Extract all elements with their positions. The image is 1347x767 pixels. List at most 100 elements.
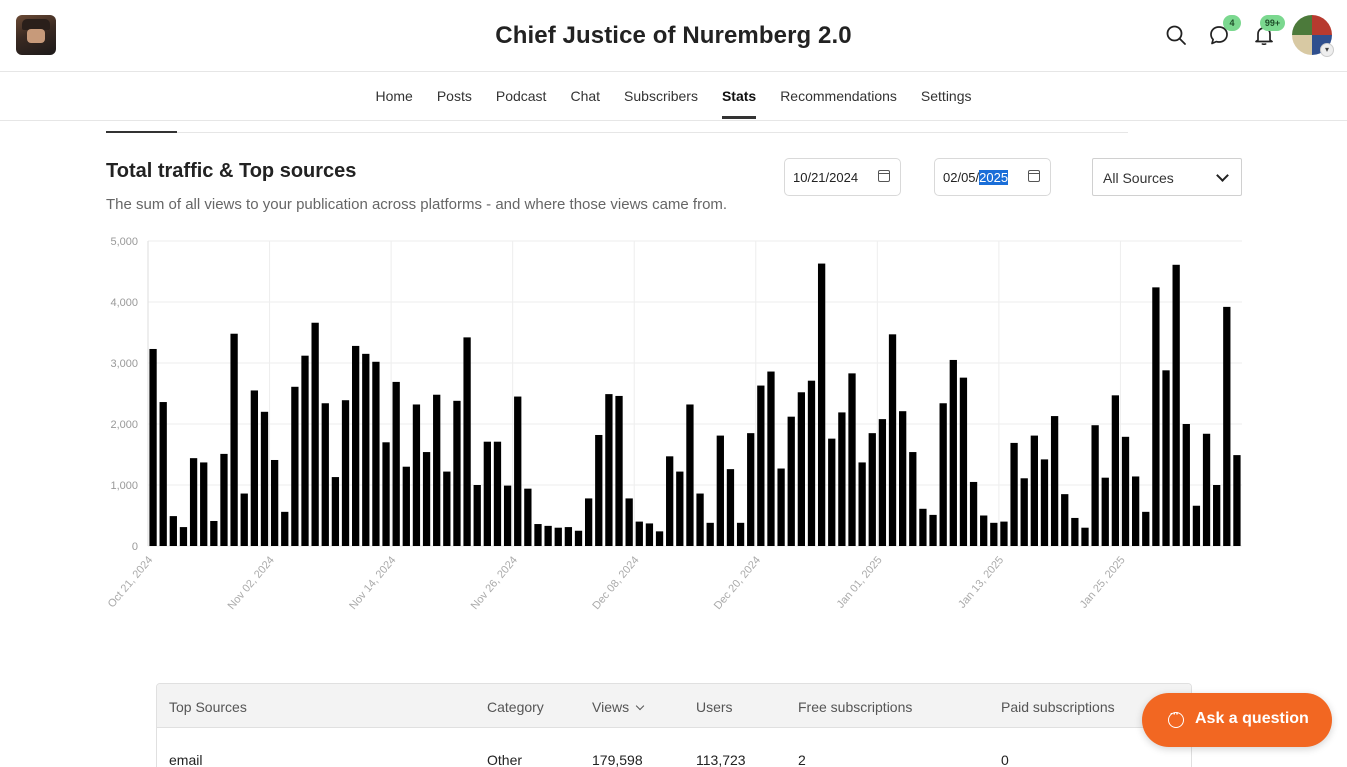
section-subtitle: The sum of all views to your publication… (106, 196, 728, 213)
chart-bar (868, 433, 876, 546)
chart-bar (534, 524, 542, 546)
chart-bar (838, 412, 846, 546)
chart-bar (1040, 459, 1049, 546)
publication-title[interactable]: Chief Justice of Nuremberg 2.0 (495, 22, 852, 49)
chat-icon[interactable] (1208, 24, 1230, 46)
search-icon[interactable] (1165, 24, 1187, 46)
chart-bar (777, 468, 785, 546)
tab-podcast[interactable]: Podcast (495, 88, 547, 104)
subtab-active-indicator (106, 131, 177, 133)
chart-bar (747, 433, 755, 546)
chart-bar (949, 359, 957, 546)
column-header-views[interactable]: Views (592, 699, 645, 715)
x-tick-label: Oct 21, 2024 (106, 554, 156, 610)
tab-chat[interactable]: Chat (570, 88, 601, 104)
chart-bar (1223, 306, 1231, 546)
tab-home[interactable]: Home (375, 88, 413, 104)
chart-bar (352, 345, 360, 546)
main-nav: Home Posts Podcast Chat Subscribers Stats Reco… (0, 72, 1347, 121)
chart-bar (341, 400, 350, 546)
column-header-top-sources[interactable]: Top Sources (169, 699, 247, 715)
calendar-icon[interactable] (878, 170, 890, 182)
chart-bar (544, 525, 552, 546)
chart-bar (422, 452, 431, 546)
chart-bar (240, 493, 248, 546)
cell-views: 179,598 (592, 752, 643, 767)
chart-bar (767, 371, 775, 546)
tab-stats[interactable]: Stats (721, 88, 757, 120)
chart-bar (1152, 287, 1160, 546)
views-header-label: Views (592, 699, 630, 715)
chart-bar (260, 411, 269, 546)
chart-bar (888, 334, 897, 546)
chart-bar (564, 527, 573, 546)
column-header-users[interactable]: Users (696, 699, 733, 715)
chart-bar (443, 471, 451, 546)
calendar-icon[interactable] (1028, 170, 1040, 182)
chevron-down-icon (1216, 169, 1229, 182)
section-title: Total traffic & Top sources (106, 160, 357, 182)
chat-badge: 4 (1223, 15, 1241, 31)
chart-bar (200, 462, 208, 546)
source-filter-select[interactable]: All Sources (1092, 158, 1242, 196)
publication-logo[interactable] (16, 15, 56, 55)
y-tick-label: 2,000 (110, 419, 138, 431)
chart-bar (149, 348, 157, 546)
chart-bar (797, 392, 806, 546)
chart-bar (726, 469, 735, 546)
tab-settings[interactable]: Settings (920, 88, 972, 104)
chart-bar (828, 438, 836, 546)
x-tick-label: Jan 25, 2025 (1078, 554, 1128, 610)
chart-bar (919, 508, 927, 546)
ask-question-button[interactable]: Ask a question (1142, 693, 1332, 747)
chart-bar (848, 373, 856, 546)
chart-bar (331, 477, 340, 546)
chart-bar (625, 498, 633, 546)
end-date-input[interactable]: 02/05/2025 (934, 158, 1051, 196)
chart-bar (1010, 442, 1018, 546)
chart-bar (655, 531, 664, 546)
chart-bar (453, 400, 461, 546)
chart-bar (321, 403, 329, 546)
chart-bar (250, 390, 259, 546)
avatar-menu-chevron-icon[interactable]: ▾ (1320, 43, 1334, 57)
chart-bar (392, 381, 400, 546)
source-filter-value: All Sources (1103, 170, 1174, 186)
chart-bar (584, 498, 593, 546)
chart-bar (159, 402, 167, 546)
logo-hat-shape (22, 19, 50, 30)
chart-bar (1111, 395, 1120, 546)
y-tick-label: 4,000 (110, 297, 138, 309)
tab-recommendations[interactable]: Recommendations (780, 88, 897, 104)
traffic-bar-chart: 0 1,000 2,000 3,000 4,000 5,000 Oct 21, 2024 No… (106, 236, 1242, 612)
column-header-free-subscriptions[interactable]: Free subscriptions (798, 699, 913, 715)
top-header: Chief Justice of Nuremberg 2.0 4 99+ ▾ (0, 0, 1347, 72)
chart-bar (362, 353, 370, 546)
chart-bar (807, 380, 816, 546)
chart-bar (929, 514, 937, 546)
chart-bar (858, 462, 866, 546)
column-header-paid-subscriptions[interactable]: Paid subscriptions (1001, 699, 1115, 715)
x-tick-label: Nov 26, 2024 (469, 554, 520, 612)
start-date-input[interactable]: 10/21/2024 (784, 158, 901, 196)
chart-bar (635, 521, 643, 546)
chart-bar (645, 523, 654, 546)
chart-bar (899, 411, 907, 546)
chart-bar (220, 453, 228, 546)
cell-users: 113,723 (696, 752, 746, 767)
chart-bar (1121, 436, 1130, 546)
y-tick-label: 3,000 (110, 358, 138, 370)
chart-bar (1101, 477, 1109, 546)
chart-bar (939, 403, 947, 546)
x-tick-label: Jan 01, 2025 (835, 554, 885, 610)
chart-bar (817, 263, 826, 546)
tab-subscribers[interactable]: Subscribers (624, 88, 698, 104)
chart-bar (1020, 478, 1028, 546)
start-date-value: 10/21/2024 (793, 170, 859, 185)
chart-bar (270, 459, 279, 546)
tab-posts[interactable]: Posts (436, 88, 472, 104)
chart-bar (666, 456, 674, 546)
column-header-category[interactable]: Category (487, 699, 544, 715)
chart-bar (1192, 505, 1201, 546)
chart-bar (1233, 455, 1241, 546)
